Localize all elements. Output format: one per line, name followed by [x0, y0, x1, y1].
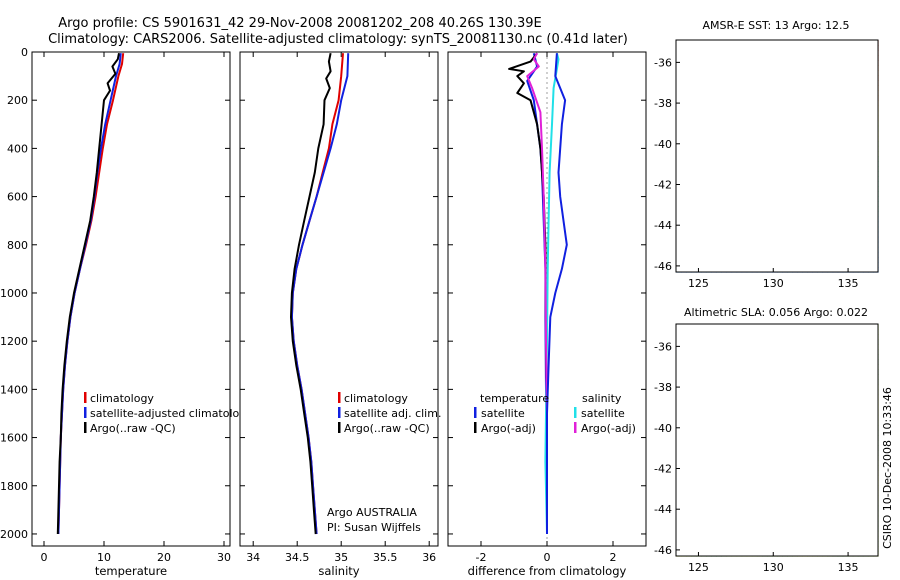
map-x-tick-label: 125 [688, 277, 709, 290]
profile-line [526, 52, 548, 534]
temperature-xlabel: temperature [95, 564, 167, 578]
sst-map-panel: AMSR-E SST: 13 Argo: 12.5 125 130 135 -36 -3… [654, 19, 879, 290]
y-tick-label: 1800 [0, 480, 28, 493]
legend-temperature-header: temperature [480, 392, 549, 405]
legend-temp-satellite-label: satellite [481, 407, 525, 420]
map-y-tick-label: -42 [654, 462, 672, 475]
x-tick-label: 0 [544, 551, 551, 564]
float-agency-label: Argo AUSTRALIA [327, 506, 417, 519]
legend-argo-swatch [84, 422, 87, 433]
difference-legend: temperature salinity satellite Argo(-adj… [474, 392, 636, 435]
legend-salinity-header: salinity [582, 392, 622, 405]
sst-map-title: AMSR-E SST: 13 Argo: 12.5 [702, 19, 849, 32]
salinity-panel: salinity Argo AUSTRALIA PI: Susan Wijffe… [239, 51, 441, 578]
sla-map-panel: Altimetric SLA: 0.056 Argo: 0.022 125 130… [654, 306, 879, 574]
map-x-tick-label: 135 [838, 277, 859, 290]
x-tick-label: 34.5 [285, 551, 310, 564]
csiro-timestamp: CSIRO 10-Dec-2008 10:33:46 [881, 387, 894, 549]
title-line-2: Climatology: CARS2006. Satellite-adjuste… [48, 32, 628, 47]
y-tick-label: 0 [21, 46, 28, 59]
legend-temp-satellite-swatch [474, 407, 477, 418]
x-tick-label: 10 [97, 551, 111, 564]
map-y-tick-label: -36 [654, 340, 672, 353]
x-tick-label: 35 [334, 551, 348, 564]
y-tick-label: 2000 [0, 528, 28, 541]
profile-line [546, 53, 568, 534]
legend-climatology-label: climatology [344, 392, 408, 405]
profile-line [290, 53, 332, 535]
legend-argo-swatch [338, 422, 341, 433]
difference-panel: difference from climatology -2 0 2 tempera… [447, 51, 647, 578]
difference-xlabel: difference from climatology [468, 564, 627, 578]
salinity-legend: climatology satellite adj. clim. Argo(..… [338, 392, 441, 435]
x-tick-label: 35.5 [373, 551, 398, 564]
legend-satellite-label: satellite-adjusted climatology [90, 407, 253, 420]
map-y-tick-label: -44 [654, 219, 672, 232]
y-tick-label: 1400 [0, 383, 28, 396]
legend-satellite-swatch [84, 407, 87, 418]
legend-argo-label: Argo(..raw -QC) [90, 422, 176, 435]
x-tick-label: 36 [422, 551, 436, 564]
x-tick-label: 20 [157, 551, 171, 564]
map-x-tick-label: 130 [763, 561, 784, 574]
map-y-tick-label: -40 [654, 422, 672, 435]
map-x-tick-label: 125 [688, 561, 709, 574]
y-tick-label: 1600 [0, 432, 28, 445]
x-tick-label: 2 [610, 551, 617, 564]
profile-line [56, 53, 120, 535]
map-x-tick-label: 135 [838, 561, 859, 574]
y-tick-label: 200 [7, 94, 28, 107]
map-y-tick-label: -38 [654, 381, 672, 394]
map-y-tick-label: -40 [654, 138, 672, 151]
y-tick-label: 800 [7, 239, 28, 252]
temperature-legend: climatology satellite-adjusted climatolo… [84, 392, 253, 435]
y-tick-label: 400 [7, 142, 28, 155]
x-tick-label: 30 [217, 551, 231, 564]
salinity-xlabel: salinity [318, 564, 359, 578]
temperature-axes-frame [31, 51, 231, 547]
map-y-tick-label: -46 [654, 260, 672, 273]
y-tick-label: 1200 [0, 335, 28, 348]
legend-sal-argo-label: Argo(-adj) [581, 422, 636, 435]
y-tick-label: 1000 [0, 287, 28, 300]
temperature-panel: temperature 0 10 20 30 0 200 400 600 800 1000 1200… [0, 46, 253, 578]
legend-satellite-label: satellite adj. clim. [344, 407, 441, 420]
legend-climatology-swatch [338, 392, 341, 403]
x-tick-label: -2 [476, 551, 487, 564]
legend-temp-argo-swatch [474, 422, 477, 433]
legend-climatology-swatch [84, 392, 87, 403]
x-tick-label: 34 [246, 551, 260, 564]
title-line-1: Argo profile: CS 5901631_42 29-Nov-2008 … [58, 16, 542, 31]
y-tick-label: 600 [7, 191, 28, 204]
sst-map-frame [675, 39, 879, 273]
profile-line [544, 52, 560, 535]
x-tick-label: 0 [41, 551, 48, 564]
legend-sal-satellite-label: satellite [581, 407, 625, 420]
map-y-tick-label: -38 [654, 97, 672, 110]
map-y-tick-label: -44 [654, 503, 672, 516]
map-y-tick-label: -36 [654, 56, 672, 69]
map-y-tick-label: -46 [654, 544, 672, 557]
legend-climatology-label: climatology [90, 392, 154, 405]
sla-map-title: Altimetric SLA: 0.056 Argo: 0.022 [684, 306, 868, 319]
legend-satellite-swatch [338, 407, 341, 418]
legend-temp-argo-label: Argo(-adj) [481, 422, 536, 435]
map-y-tick-label: -42 [654, 178, 672, 191]
salinity-axes-frame [239, 51, 439, 547]
float-pi-label: PI: Susan Wijffels [327, 521, 421, 534]
legend-sal-argo-swatch [574, 422, 577, 433]
legend-argo-label: Argo(..raw -QC) [344, 422, 430, 435]
map-x-tick-label: 130 [763, 277, 784, 290]
legend-sal-satellite-swatch [574, 407, 577, 418]
sla-map-frame [675, 323, 879, 557]
